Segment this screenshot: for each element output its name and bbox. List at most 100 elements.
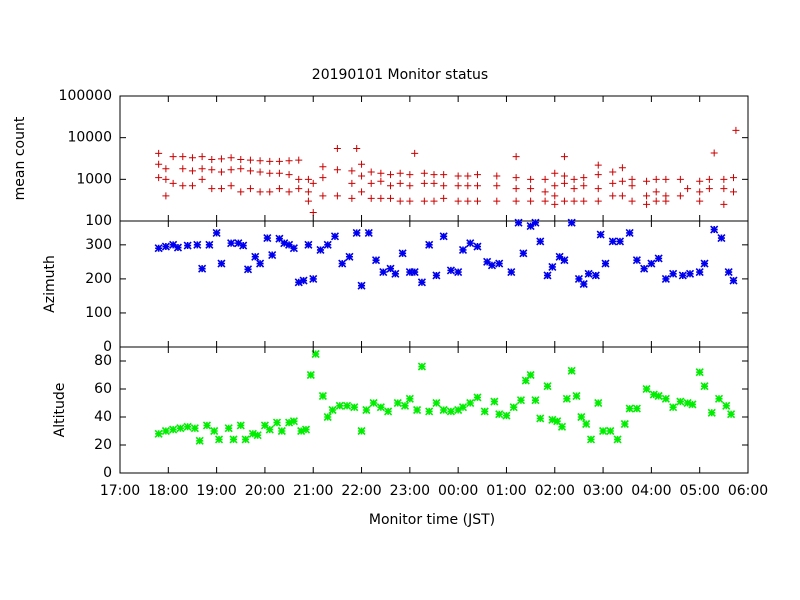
data-point [458,403,468,412]
data-point [628,182,636,190]
y-axis-label: mean count [12,116,28,200]
data-point [348,167,356,175]
data-point [413,405,422,415]
data-point [237,165,245,173]
data-point [241,435,250,444]
data-point [652,175,660,183]
data-point [570,185,578,193]
data-point [208,185,216,193]
data-point [618,164,626,172]
data-point [387,194,395,202]
x-tick-label: 03:00 [583,483,623,499]
data-point [458,245,468,255]
data-point [577,412,586,422]
y-tick-label: 100 [85,305,112,321]
data-point [285,171,293,179]
data-point [464,172,472,180]
data-point [732,126,740,134]
data-point [319,174,327,182]
x-tick-label: 19:00 [196,483,236,499]
data-point [162,175,170,183]
data-point [256,188,264,196]
data-point [512,197,520,205]
data-point [531,218,540,227]
data-point [391,269,400,278]
y-tick-label: 40 [94,409,112,425]
data-point [208,166,216,174]
data-point [560,179,568,187]
data-point [512,174,520,182]
data-point [548,415,557,424]
data-point [309,208,317,216]
x-tick-label: 22:00 [341,483,381,499]
data-point [618,192,626,200]
data-point [248,429,257,438]
data-point [570,175,578,183]
data-point [263,233,272,243]
data-point [432,398,441,408]
data-point [643,192,651,200]
data-point [420,169,428,177]
data-point [272,418,282,427]
y-tick-label: 0 [103,465,112,481]
data-point [387,171,395,179]
data-point [405,268,414,277]
data-point [301,425,311,434]
data-point [358,188,366,196]
x-tick-label: 02:00 [535,483,575,499]
data-point [527,185,535,193]
x-tick-label: 04:00 [631,483,671,499]
data-point [406,197,414,205]
data-point [386,264,395,273]
data-point [266,188,274,196]
data-point [557,422,567,431]
data-point [376,403,385,412]
y-tick-label: 80 [94,353,112,369]
data-point [466,239,475,248]
data-point [521,376,530,385]
data-point [643,200,651,208]
data-point [377,169,385,177]
data-point [333,192,341,200]
data-point [579,279,588,289]
y-tick-label: 60 [94,381,112,397]
data-point [654,391,663,401]
data-point [594,197,602,205]
data-point [591,271,600,280]
data-point [464,197,472,205]
data-point [684,185,692,193]
data-point [594,171,602,179]
data-point [237,155,245,163]
data-point [295,156,303,164]
data-point [430,171,438,179]
data-point [369,398,378,408]
data-point [289,244,298,253]
y-tick-label: 10000 [67,130,112,146]
data-point [560,153,568,161]
data-point [705,185,713,193]
data-point [265,425,274,434]
data-point [246,167,254,175]
data-point [169,179,177,187]
y-tick-label: 0 [103,339,112,355]
data-point [696,177,704,185]
data-point [357,426,366,436]
data-point [275,234,284,243]
data-point [198,264,207,273]
data-point [652,197,660,205]
data-point [358,172,366,180]
data-point [473,182,481,190]
data-point [594,185,602,193]
data-point [309,274,318,283]
chart-title: 20190101 Monitor status [312,67,488,83]
data-point [695,268,704,277]
data-point [640,264,649,273]
data-point [560,172,568,180]
data-point [396,179,404,187]
data-point [652,188,660,196]
data-point [214,435,224,444]
x-tick-label: 21:00 [293,483,333,499]
data-point [179,153,187,161]
y-axis-label: Azimuth [42,255,58,313]
data-point [526,370,535,380]
